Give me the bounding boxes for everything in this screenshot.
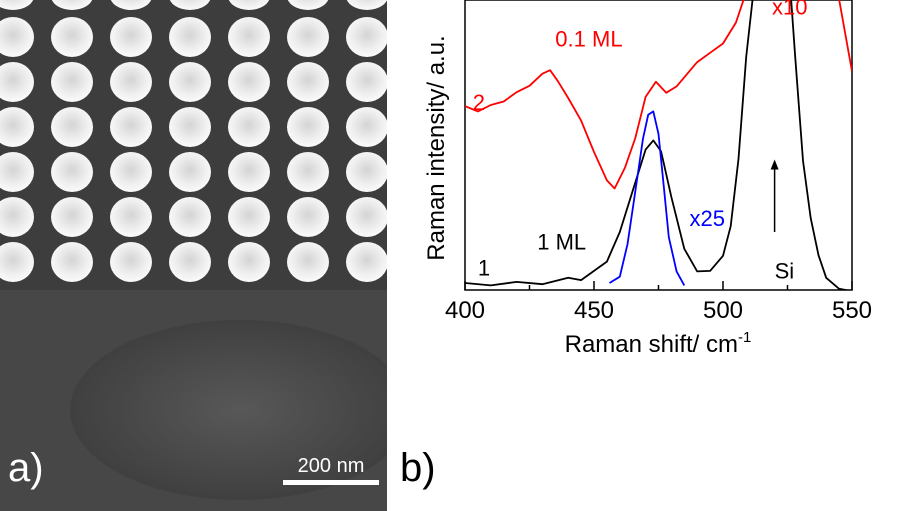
nanoparticle [51,107,93,147]
nanoparticle [51,197,93,237]
nanoparticle [228,0,270,10]
nanoparticle [346,62,387,102]
nanoparticle [346,0,387,10]
nanoparticle [110,62,152,102]
annotation-label: 1 [478,256,490,281]
series-layer [465,0,852,290]
nanoparticle [0,107,34,147]
x-axis-label: Raman shift/ cm-1 [565,329,752,358]
nanoparticle [0,17,34,57]
nanoparticle [346,17,387,57]
nanoparticle [346,242,387,282]
x-tick-label: 500 [703,297,743,324]
scale-bar [283,480,379,485]
panel-label-a: a) [8,446,44,490]
nanoparticle [0,62,34,102]
nanoparticle [0,0,34,10]
nanoparticle [346,197,387,237]
nanoparticle [287,242,329,282]
nanoparticle [110,0,152,10]
nanoparticle [0,242,34,282]
sem-image: 200 nm [0,0,387,511]
nanoparticle [51,242,93,282]
nanoparticle [228,62,270,102]
nanoparticle [346,107,387,147]
nanoparticle [0,152,34,192]
nanoparticle [51,0,93,10]
nanoparticle [228,242,270,282]
nanoparticle [169,152,211,192]
raman-chart: 400 450 500 550 x10 0.1 ML 2 x25 1 ML 1 Si Raman … [423,0,872,358]
nanoparticle [228,17,270,57]
nanoparticle [51,152,93,192]
nanoparticle [169,197,211,237]
nanoparticle [110,17,152,57]
si-arrow-head [770,159,779,170]
y-axis-label: Raman intensity/ a.u. [423,35,450,260]
nanoparticle [287,152,329,192]
nanoparticle [169,17,211,57]
nanoparticle [0,197,34,237]
nanoparticle [287,0,329,10]
nanoparticle [228,107,270,147]
nanoparticle [169,107,211,147]
nanoparticle [169,242,211,282]
nanoparticle [287,197,329,237]
panel-label-b: b) [400,446,436,490]
nanoparticle [169,62,211,102]
annotation-label: x10 [772,0,807,20]
x-tick-label: 450 [574,297,614,324]
nanoparticle [51,17,93,57]
annotation-label: Si [775,258,795,283]
nanoparticle [110,197,152,237]
nanoparticle [228,152,270,192]
annotation-label: 0.1 ML [555,26,622,51]
series-line-x25 [609,110,686,286]
nanoparticle [110,152,152,192]
nanoparticle [228,197,270,237]
nanoparticle-array [0,0,387,282]
x-axis-label-unit: -1 [738,329,751,346]
x-tick-label: 550 [832,297,872,324]
annotation-label: x25 [689,206,724,231]
nanoparticle [287,107,329,147]
sem-substrate-haze [70,320,387,500]
nanoparticle [287,17,329,57]
annotation-label: 1 ML [537,229,586,254]
nanoparticle [287,62,329,102]
nanoparticle [110,107,152,147]
annotation-label: 2 [473,90,485,115]
scale-bar-label: 200 nm [298,455,365,477]
series-line-2 [465,0,852,190]
nanoparticle [346,152,387,192]
nanoparticle [169,0,211,10]
x-tick-label: 400 [445,297,485,324]
nanoparticle [110,242,152,282]
nanoparticle [51,62,93,102]
annotation-layer: x10 0.1 ML 2 x25 1 ML 1 Si [473,0,808,283]
series-line-1 [465,0,851,290]
x-axis: 400 450 500 550 [445,281,872,324]
